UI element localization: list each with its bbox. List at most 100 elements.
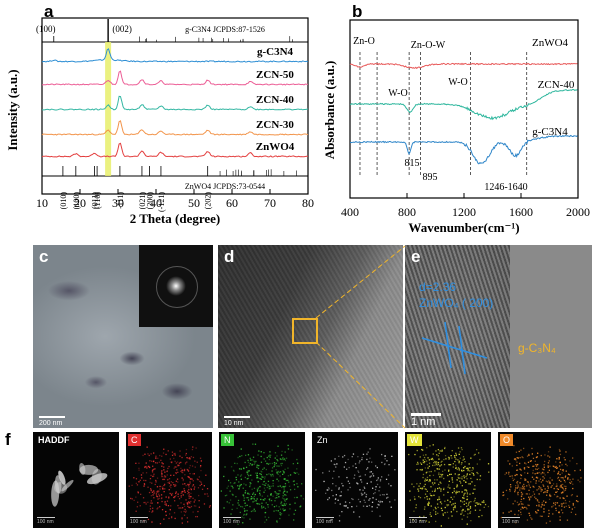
eds-map-label: O (500, 434, 514, 446)
highlight-band (105, 42, 112, 176)
xrd-trace (41, 120, 309, 136)
x-tick-label: 800 (398, 205, 416, 219)
band-annotation: Zn-O (353, 36, 375, 47)
amorphous-region (510, 245, 592, 428)
x-tick-label: 50 (188, 196, 200, 210)
eds-map-label: Zn (317, 435, 328, 445)
eds-map-dots (51, 463, 108, 507)
series-label: ZCN-50 (256, 69, 294, 81)
eds-map-dots (128, 446, 211, 525)
bottom-reference-peak-label: (100) (72, 192, 81, 210)
eds-map-scale: 100 nm (223, 517, 241, 525)
eds-map-label: HADDF (38, 435, 70, 445)
top-reference-label: g-C3N4 JCPDS:87-1526 (185, 25, 265, 34)
plot-frame (41, 17, 309, 195)
ftir-chart: b 400 800 1200 1600 2000 ZnWO4 ZCN-40 g-C3N4 Zn-… (322, 2, 590, 235)
eds-map-dots (408, 444, 490, 527)
bottom-reference-peak-label: (110) (93, 192, 102, 209)
d-spacing-marker (421, 321, 488, 375)
ftir-trace (349, 62, 578, 70)
series-label: ZnWO4 (256, 141, 295, 153)
series-label: g-C3N4 (532, 126, 568, 138)
y-axis-label: Absorbance (a.u.) (322, 61, 337, 160)
x-tick-label: 400 (341, 205, 359, 219)
fft-inset (139, 245, 213, 327)
xrd-trace (41, 142, 308, 158)
xrd-chart: a g-C3N4 JCPDS:87-1526 ZnWO4 JCPDS:73-05… (5, 2, 314, 226)
scale-label-e: 1 nm (411, 416, 436, 428)
band-annotation: 1246-1640 (484, 182, 527, 193)
band-annotation: W-O (388, 88, 407, 99)
eds-map-scale: 100 nm (130, 517, 148, 525)
bottom-reference-peak-label: -111) (116, 192, 125, 209)
d-spacing-label: d=2.36 (419, 280, 457, 294)
x-tick-label: 20 (74, 196, 86, 210)
plane-label: ZnWO₄ ( 200) (419, 296, 494, 310)
top-reference-peak-label: (002) (112, 24, 132, 34)
scale-bar-c (39, 416, 65, 418)
bottom-reference-peak-label: (010) (59, 192, 68, 210)
panel-letter-c: c (39, 247, 49, 266)
eds-map-label: C (128, 434, 141, 446)
y-axis-label: Intensity (a.u.) (5, 69, 20, 150)
ftir-trace (349, 134, 578, 165)
x-axis-label: 2 Theta (degree) (130, 211, 221, 226)
band-annotation: Zn-O-W (411, 40, 446, 51)
band-annotation: 895 (423, 172, 438, 183)
xrd-trace (41, 48, 309, 63)
bottom-reference-peak-label: (011) (90, 192, 99, 209)
panel-letter-e: e (411, 247, 421, 266)
eds-map-scale: 100 nm (316, 517, 334, 525)
eds-map-scale: 100 nm (37, 517, 55, 525)
panel-letter-d: d (224, 247, 235, 266)
eds-map-dots (500, 444, 582, 524)
eds-map-label: W (407, 434, 422, 446)
eds-map-c: C 100 nm (126, 432, 212, 528)
bottom-reference-label: ZnWO4 JCPDS:73-0544 (185, 182, 265, 191)
panel-letter-f: f (5, 430, 11, 449)
x-tick-label: 1200 (452, 205, 476, 219)
scale-label-c: 200 nm (39, 420, 63, 427)
xrd-trace (42, 95, 309, 111)
series-label: ZCN-40 (538, 79, 575, 91)
ftir-trace (349, 88, 578, 121)
bottom-reference-peak-label: (202) (204, 192, 213, 210)
bottom-reference-peak-label: (-121) (157, 192, 166, 212)
panel-letter-a: a (44, 2, 54, 21)
x-tick-label: 10 (36, 196, 48, 210)
x-tick-label: 2000 (566, 205, 590, 219)
x-axis-label: Wavenumber(cm⁻¹) (408, 220, 519, 235)
ftir-series-group: 400 800 1200 1600 2000 ZnWO4 ZCN-40 g-C3N4 Zn-O W… (341, 36, 590, 219)
scale-bar-e (411, 413, 441, 416)
eds-map-haddf: HADDF 100 nm (33, 432, 119, 528)
eds-map-scale: 100 nm (409, 517, 427, 525)
scale-bar-d (224, 416, 250, 418)
x-tick-label: 30 (112, 196, 124, 210)
xrd-series-group: 10 20 30 40 50 60 70 80 (100) (002) (010) (100) (011… (36, 19, 314, 212)
eds-map-label: N (221, 434, 234, 446)
eds-map-zn: Zn 100 nm (312, 432, 398, 528)
x-tick-label: 40 (150, 196, 162, 210)
x-tick-label: 1600 (509, 205, 533, 219)
bottom-reference-peak-label: (021) (138, 192, 147, 210)
phase-label: g-C₃N₄ (518, 341, 556, 355)
series-label: ZnWO4 (532, 37, 569, 49)
eds-map-dots (315, 448, 396, 522)
series-label: ZCN-40 (256, 94, 294, 106)
scale-label-d: 10 nm (224, 420, 244, 427)
bottom-reference-peak-label: (200) (146, 192, 155, 210)
panel-letter-b: b (352, 2, 362, 21)
band-annotation: W-O (448, 77, 467, 88)
x-tick-label: 60 (226, 196, 238, 210)
hrtem-image-d: d 10 nm (218, 245, 403, 428)
zoom-region-box (292, 318, 318, 344)
lattice-image-e: e d=2.36 ZnWO₄ ( 200) g-C₃N₄ 1 nm (405, 245, 592, 428)
top-reference-peak-label: (100) (36, 24, 56, 34)
x-tick-label: 80 (302, 196, 314, 210)
band-annotation: 815 (405, 158, 420, 169)
xrd-trace (41, 70, 309, 86)
series-label: ZCN-30 (256, 119, 294, 131)
fft-ring (156, 266, 198, 308)
eds-map-scale: 100 nm (502, 517, 520, 525)
eds-map-w: W 100 nm (405, 432, 491, 528)
